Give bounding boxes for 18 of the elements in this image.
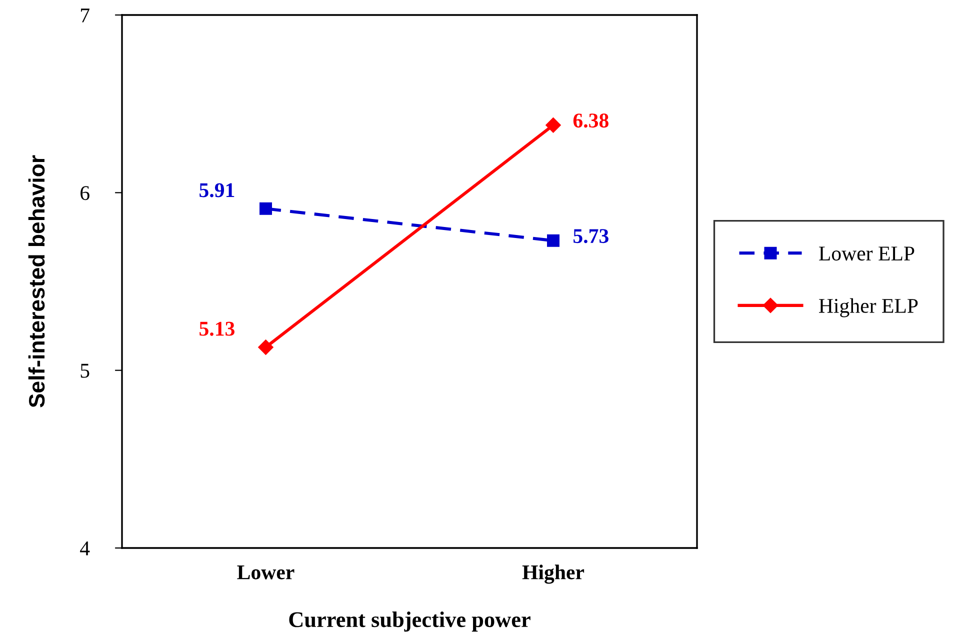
point xyxy=(258,340,274,355)
y-tick-label: 7 xyxy=(81,8,90,22)
x-tick-label: Lower xyxy=(237,565,294,580)
y-tick-label: 5 xyxy=(80,364,90,378)
data-label: 6.38 xyxy=(573,114,608,128)
data-label: 5.91 xyxy=(200,183,234,198)
x-tick-label: Higher xyxy=(522,564,584,584)
y-tick-label: 6 xyxy=(80,186,90,200)
point xyxy=(546,118,561,133)
data-label: 5.73 xyxy=(574,229,608,244)
point xyxy=(260,202,272,215)
legend-label: Lower ELP xyxy=(819,246,914,261)
point xyxy=(547,234,560,247)
data-label: 5.13 xyxy=(200,322,234,336)
y-axis-title: Self-interested behavior xyxy=(28,155,45,408)
x-axis-title: Current subjective power xyxy=(289,612,530,632)
y-tick-label: 4 xyxy=(80,542,90,556)
legend-label: Higher ELP xyxy=(819,298,918,318)
